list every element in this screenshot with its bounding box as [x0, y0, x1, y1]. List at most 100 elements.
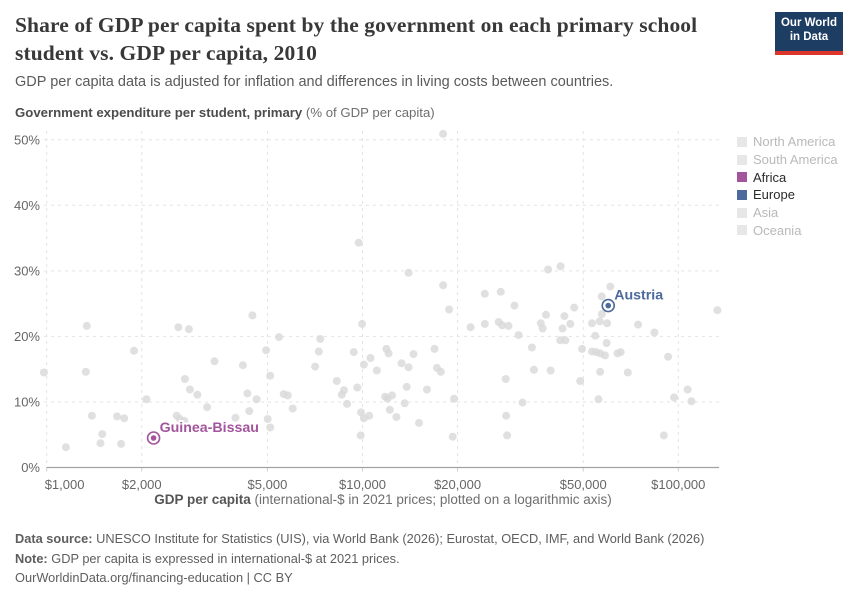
data-point-country[interactable] [591, 331, 600, 340]
data-point-country[interactable] [245, 407, 254, 416]
data-point-country[interactable] [353, 383, 362, 392]
data-point-country[interactable] [634, 320, 643, 329]
data-point-country[interactable] [659, 431, 668, 440]
data-point-country[interactable] [466, 323, 475, 332]
data-point-country[interactable] [544, 265, 553, 274]
data-point-country[interactable] [337, 390, 346, 399]
data-point-country[interactable] [372, 366, 381, 375]
data-point-country[interactable] [603, 319, 612, 328]
data-point-country[interactable] [430, 344, 439, 353]
data-point-country[interactable] [400, 399, 409, 408]
data-point-country[interactable] [366, 354, 375, 362]
data-point-country[interactable] [556, 262, 565, 271]
data-point-country[interactable] [439, 129, 448, 138]
data-point-country[interactable] [546, 366, 555, 375]
data-point-country[interactable] [130, 346, 138, 355]
data-point-country[interactable] [683, 385, 692, 394]
data-point-country[interactable] [448, 432, 457, 441]
data-point-country[interactable] [238, 361, 247, 370]
data-point-country[interactable] [561, 336, 570, 345]
data-point-country[interactable] [210, 357, 219, 366]
data-point-country[interactable] [404, 268, 413, 277]
data-point-country[interactable] [243, 389, 252, 398]
data-point-country[interactable] [504, 321, 513, 330]
data-point-country[interactable] [606, 282, 615, 291]
data-point-country[interactable] [650, 328, 659, 337]
data-point-country[interactable] [117, 439, 126, 448]
legend-item-south-america[interactable]: South America [737, 151, 838, 169]
data-point-country[interactable] [311, 362, 320, 371]
data-point-country[interactable] [664, 352, 673, 361]
data-point-country[interactable] [174, 323, 183, 332]
data-point-country[interactable] [365, 411, 374, 420]
owid-url-link[interactable]: OurWorldinData.org/financing-education |… [15, 570, 293, 586]
data-point-country[interactable] [616, 348, 625, 357]
data-point-country[interactable] [578, 344, 587, 353]
data-point-country[interactable] [596, 367, 605, 376]
data-point-country[interactable] [415, 418, 423, 427]
owid-logo[interactable]: Our World in Data [775, 12, 843, 55]
data-point-country[interactable] [98, 430, 107, 439]
data-point-austria[interactable] [605, 302, 612, 309]
data-point-country[interactable] [480, 319, 489, 328]
data-point-country[interactable] [113, 412, 121, 421]
data-point-country[interactable] [501, 375, 510, 383]
data-point-country[interactable] [713, 306, 722, 315]
data-point-country[interactable] [82, 321, 91, 330]
data-point-country[interactable] [184, 325, 193, 334]
data-point-country[interactable] [388, 391, 396, 400]
data-point-country[interactable] [314, 347, 323, 356]
legend-item-europe[interactable]: Europe [737, 186, 838, 204]
data-point-country[interactable] [120, 414, 129, 423]
data-point-country[interactable] [538, 324, 547, 333]
data-point-country[interactable] [275, 333, 283, 342]
legend-item-africa[interactable]: Africa [737, 168, 838, 186]
data-point-country[interactable] [503, 431, 512, 440]
data-point-country[interactable] [450, 394, 459, 403]
data-point-country[interactable] [423, 385, 431, 394]
data-point-country[interactable] [502, 411, 511, 420]
data-point-country[interactable] [514, 331, 523, 340]
data-point-country[interactable] [266, 423, 275, 432]
data-point-country[interactable] [61, 443, 70, 452]
data-point-country[interactable] [252, 395, 261, 404]
data-point-country[interactable] [356, 431, 365, 440]
data-point-country[interactable] [193, 390, 202, 399]
data-point-country[interactable] [439, 281, 448, 290]
data-point-country[interactable] [248, 311, 257, 320]
data-point-country[interactable] [180, 375, 189, 383]
data-point-country[interactable] [96, 439, 105, 448]
data-point-country[interactable] [560, 312, 569, 321]
data-point-country[interactable] [87, 411, 96, 420]
data-point-country[interactable] [203, 403, 212, 412]
data-point-country[interactable] [343, 399, 351, 408]
data-point-country[interactable] [392, 413, 401, 421]
data-point-country[interactable] [359, 360, 368, 369]
data-point-country[interactable] [602, 339, 611, 347]
data-point-country[interactable] [354, 238, 363, 247]
legend-item-oceania[interactable]: Oceania [737, 221, 838, 239]
data-point-country[interactable] [385, 405, 394, 414]
data-point-country[interactable] [436, 367, 445, 376]
data-point-country[interactable] [597, 310, 606, 319]
data-point-country[interactable] [263, 415, 272, 423]
data-point-country[interactable] [231, 413, 240, 422]
data-point-country[interactable] [262, 346, 271, 355]
data-point-country[interactable] [496, 287, 505, 296]
data-point-country[interactable] [518, 398, 527, 407]
data-point-country[interactable] [358, 319, 367, 328]
data-point-country[interactable] [357, 408, 365, 417]
data-point-country[interactable] [288, 404, 297, 413]
data-point-country[interactable] [594, 395, 603, 404]
data-point-country[interactable] [409, 350, 418, 359]
data-point-country[interactable] [384, 349, 393, 358]
data-point-country[interactable] [576, 377, 585, 385]
data-point-country[interactable] [180, 417, 189, 425]
data-point-country[interactable] [670, 393, 679, 402]
data-point-country[interactable] [588, 319, 596, 328]
data-point-country[interactable] [623, 368, 632, 377]
data-point-country[interactable] [316, 335, 325, 343]
data-point-country[interactable] [566, 319, 575, 328]
data-point-country[interactable] [529, 365, 538, 374]
data-point-country[interactable] [81, 367, 90, 376]
